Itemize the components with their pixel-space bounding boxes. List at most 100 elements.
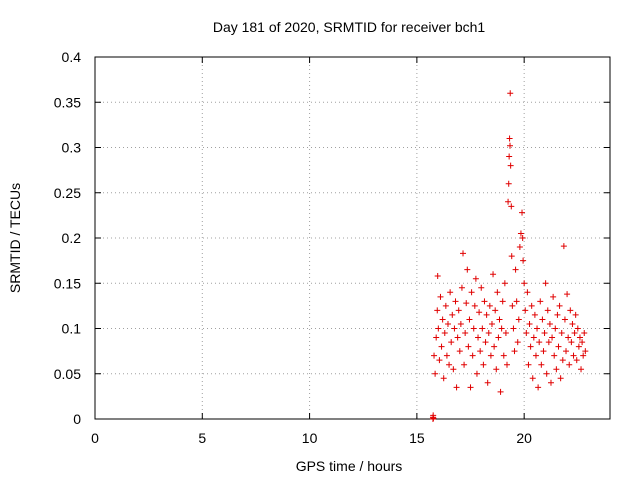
y-tick-label: 0.35	[54, 94, 81, 110]
data-point	[512, 266, 519, 273]
data-point	[505, 180, 512, 187]
y-tick-label: 0.05	[54, 366, 81, 382]
data-point	[456, 348, 463, 355]
data-point	[460, 250, 467, 257]
data-point	[535, 384, 542, 391]
x-tick-label: 10	[302, 430, 318, 446]
data-point	[467, 384, 474, 391]
data-point	[495, 334, 502, 341]
data-point	[449, 311, 456, 318]
data-point	[559, 357, 566, 364]
data-point	[488, 320, 495, 327]
data-point	[532, 352, 539, 359]
data-point	[511, 348, 518, 355]
data-point	[526, 320, 533, 327]
data-point	[461, 361, 468, 368]
data-point	[517, 230, 524, 237]
data-point	[581, 330, 588, 337]
y-tick-label: 0	[73, 411, 81, 427]
data-point	[534, 325, 541, 332]
data-point	[448, 339, 455, 346]
data-point	[505, 198, 512, 205]
data-point	[523, 330, 530, 337]
data-point	[574, 325, 581, 332]
y-tick-label: 0.15	[54, 275, 81, 291]
data-point	[555, 343, 562, 350]
data-point	[470, 325, 477, 332]
data-point	[571, 330, 578, 337]
data-point	[464, 266, 471, 273]
data-point	[472, 275, 479, 282]
data-point	[565, 334, 572, 341]
data-point	[492, 307, 499, 314]
data-point	[446, 361, 453, 368]
data-point	[466, 316, 473, 323]
x-tick-label: 20	[516, 430, 532, 446]
data-point	[455, 307, 462, 314]
data-point	[442, 302, 449, 309]
data-point	[580, 352, 587, 359]
data-point	[496, 316, 503, 323]
data-point	[519, 235, 526, 241]
data-point	[434, 273, 441, 280]
data-point	[510, 325, 517, 332]
data-point	[441, 330, 448, 337]
data-point	[476, 309, 483, 316]
data-point	[509, 302, 516, 309]
data-point	[444, 320, 451, 327]
data-point	[529, 375, 536, 382]
data-point	[469, 352, 476, 359]
data-point	[520, 257, 527, 264]
data-points	[429, 90, 589, 422]
data-point	[540, 348, 547, 355]
axis-ticks	[94, 56, 610, 420]
y-tick-label: 0.2	[62, 230, 82, 246]
data-point	[569, 320, 576, 327]
data-point	[507, 162, 514, 169]
x-tick-label: 15	[409, 430, 425, 446]
data-point	[508, 253, 515, 260]
data-point	[554, 311, 561, 318]
y-tick-label: 0.1	[62, 321, 82, 337]
data-point	[447, 289, 454, 296]
data-point	[437, 293, 444, 300]
y-tick-label: 0.4	[62, 49, 82, 65]
data-point	[566, 361, 573, 368]
data-point	[507, 142, 514, 149]
data-point	[560, 243, 567, 250]
data-point	[465, 343, 472, 350]
data-point	[486, 302, 493, 309]
data-point	[544, 307, 551, 314]
data-point	[435, 325, 442, 332]
data-point	[440, 375, 447, 382]
data-point	[525, 361, 532, 368]
data-point	[551, 352, 558, 359]
data-point	[507, 90, 514, 97]
data-point	[579, 339, 586, 346]
data-point	[471, 302, 478, 309]
data-point	[433, 334, 440, 341]
data-point	[538, 361, 545, 368]
data-point	[561, 316, 568, 323]
data-point	[570, 352, 577, 359]
data-point	[543, 370, 550, 377]
data-point	[575, 343, 582, 350]
data-point	[478, 284, 485, 291]
data-point	[556, 302, 563, 309]
data-point	[487, 352, 494, 359]
data-point	[462, 330, 469, 337]
data-point	[531, 311, 538, 318]
data-point	[483, 311, 490, 318]
data-point	[539, 316, 546, 323]
data-point	[481, 298, 488, 305]
x-axis-label: GPS time / hours	[296, 458, 403, 474]
data-point	[431, 352, 438, 359]
y-axis-label: SRMTID / TECUs	[7, 183, 23, 293]
data-point	[450, 366, 457, 373]
data-point	[516, 244, 523, 251]
data-point	[530, 334, 537, 341]
data-point	[541, 330, 548, 337]
data-point	[491, 343, 498, 350]
data-point	[572, 311, 579, 318]
